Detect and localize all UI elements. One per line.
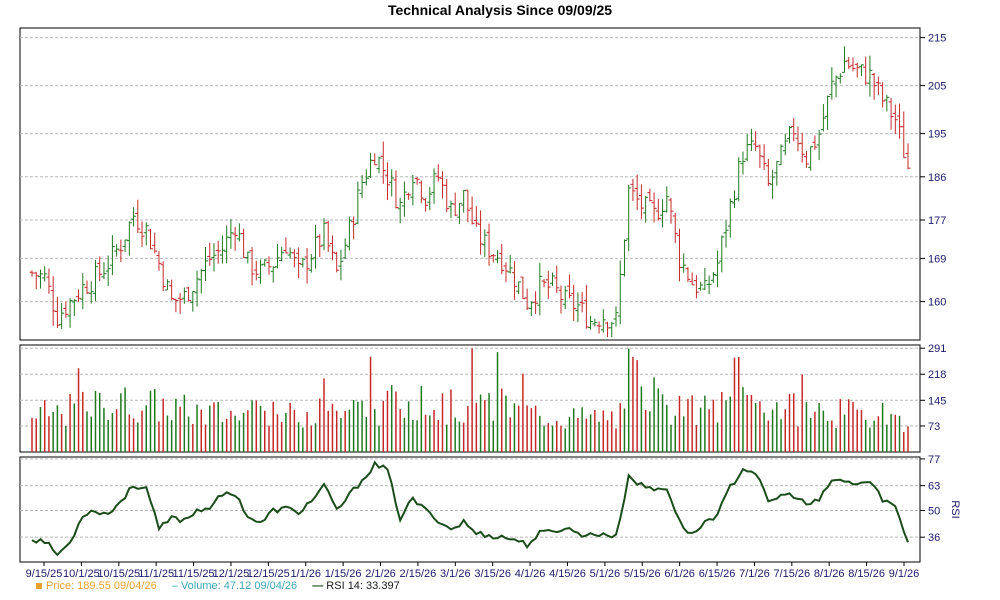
price-ytick-label: 169 <box>928 253 946 265</box>
legend-rsi-swatch: — <box>312 580 327 592</box>
volume-ytick-label: 145 <box>928 395 946 407</box>
x-tick-label: 6/1/26 <box>664 568 695 580</box>
legend: Price: 189.55 09/04/26 – Volume: 47.12 0… <box>36 580 412 596</box>
x-tick-label: 11/15/25 <box>173 568 215 580</box>
x-tick-label: 2/1/26 <box>365 568 396 580</box>
x-tick-label: 3/15/26 <box>474 568 511 580</box>
x-tick-label: 7/15/26 <box>773 568 810 580</box>
rsi-line <box>31 460 909 557</box>
rsi-ytick-label: 50 <box>928 505 940 517</box>
x-tick-label: 5/1/26 <box>590 568 621 580</box>
volume-ytick-label: 291 <box>928 343 946 355</box>
legend-price-text: Price: 189.55 09/04/26 <box>46 580 157 592</box>
x-tick-label: 9/1/26 <box>889 568 920 580</box>
x-tick-label: 3/1/26 <box>440 568 471 580</box>
rsi-ytick-label: 36 <box>928 532 940 544</box>
x-tick-label: 1/1/26 <box>290 568 321 580</box>
x-tick-label: 12/15/25 <box>247 568 290 580</box>
x-tick-label: 2/15/26 <box>400 568 437 580</box>
volume-ytick-label: 73 <box>928 421 940 433</box>
rsi-ytick-label: 77 <box>928 454 940 466</box>
rsi-ytick-label: 63 <box>928 481 940 493</box>
x-tick-label: 1/15/26 <box>325 568 362 580</box>
rsi-axis-label: RSI <box>949 500 961 518</box>
x-tick-label: 4/1/26 <box>515 568 546 580</box>
volume-frame <box>19 344 921 453</box>
legend-rsi-text: RSI 14: 33.397 <box>326 580 400 592</box>
x-tick-label: 8/1/26 <box>814 568 845 580</box>
x-tick-label: 10/1/25 <box>63 568 100 580</box>
legend-volume-text: Volume: 47.12 09/04/26 <box>180 580 298 592</box>
price-ytick-label: 177 <box>928 215 946 227</box>
rsi-frame <box>19 456 921 563</box>
x-tick-label: 9/15/25 <box>26 568 63 580</box>
x-tick-label: 6/15/26 <box>699 568 736 580</box>
chart-title: Technical Analysis Since 09/09/25 <box>387 2 613 18</box>
price-ytick-label: 160 <box>928 297 946 309</box>
legend-price-swatch <box>36 583 42 590</box>
volume-ytick-label: 218 <box>928 369 946 381</box>
x-tick-label: 7/1/26 <box>739 568 770 580</box>
x-tick-label: 11/1/25 <box>138 568 174 580</box>
x-tick-label: 10/15/25 <box>97 568 140 580</box>
legend-volume-swatch: – <box>171 580 181 592</box>
price-ytick-label: 195 <box>928 129 946 141</box>
legend-volume: – Volume: 47.12 09/04/26 <box>172 580 297 592</box>
x-tick-label: 12/1/25 <box>213 568 250 580</box>
price-frame <box>19 27 921 341</box>
legend-rsi: — RSI 14: 33.397 <box>312 580 399 592</box>
price-ytick-label: 186 <box>928 172 946 184</box>
x-tick-label: 5/15/26 <box>624 568 661 580</box>
x-tick-label: 8/15/26 <box>848 568 885 580</box>
legend-price: Price: 189.55 09/04/26 <box>36 580 157 592</box>
price-ytick-label: 205 <box>928 81 946 93</box>
x-tick-label: 4/15/26 <box>549 568 586 580</box>
price-ytick-label: 215 <box>928 33 946 45</box>
